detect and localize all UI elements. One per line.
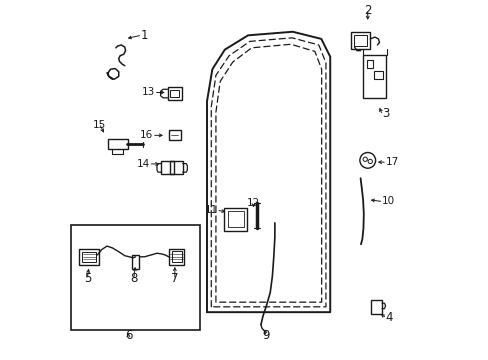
Bar [82,252,96,262]
Bar [161,161,174,174]
Text: 11: 11 [204,205,217,215]
Text: 3: 3 [381,107,388,120]
Bar [353,35,366,46]
Bar [79,249,99,265]
Bar [171,251,181,262]
Bar [169,130,180,140]
Text: 16: 16 [140,130,153,140]
Text: 12: 12 [246,198,260,208]
Bar [170,161,183,174]
Bar [227,211,243,227]
Text: 17: 17 [385,157,398,167]
Text: 5: 5 [83,272,91,285]
Bar [131,255,139,269]
Text: 1: 1 [141,29,148,42]
Bar [366,60,373,68]
Bar [169,249,183,265]
Text: 14: 14 [136,159,149,169]
Text: 15: 15 [93,120,106,130]
Text: 8: 8 [130,272,137,285]
Text: 2: 2 [363,4,371,17]
Text: 9: 9 [262,329,269,342]
Bar [373,71,382,78]
Bar [224,208,246,231]
Bar [108,139,127,149]
Bar [170,90,179,98]
Bar [350,32,370,49]
Text: 7: 7 [171,272,178,285]
Bar [71,225,200,330]
Text: 10: 10 [381,197,394,206]
Text: 13: 13 [142,87,155,98]
Text: 6: 6 [124,329,132,342]
Text: 4: 4 [385,311,392,324]
Bar [370,300,381,314]
Bar [167,87,182,100]
Bar [363,55,386,98]
